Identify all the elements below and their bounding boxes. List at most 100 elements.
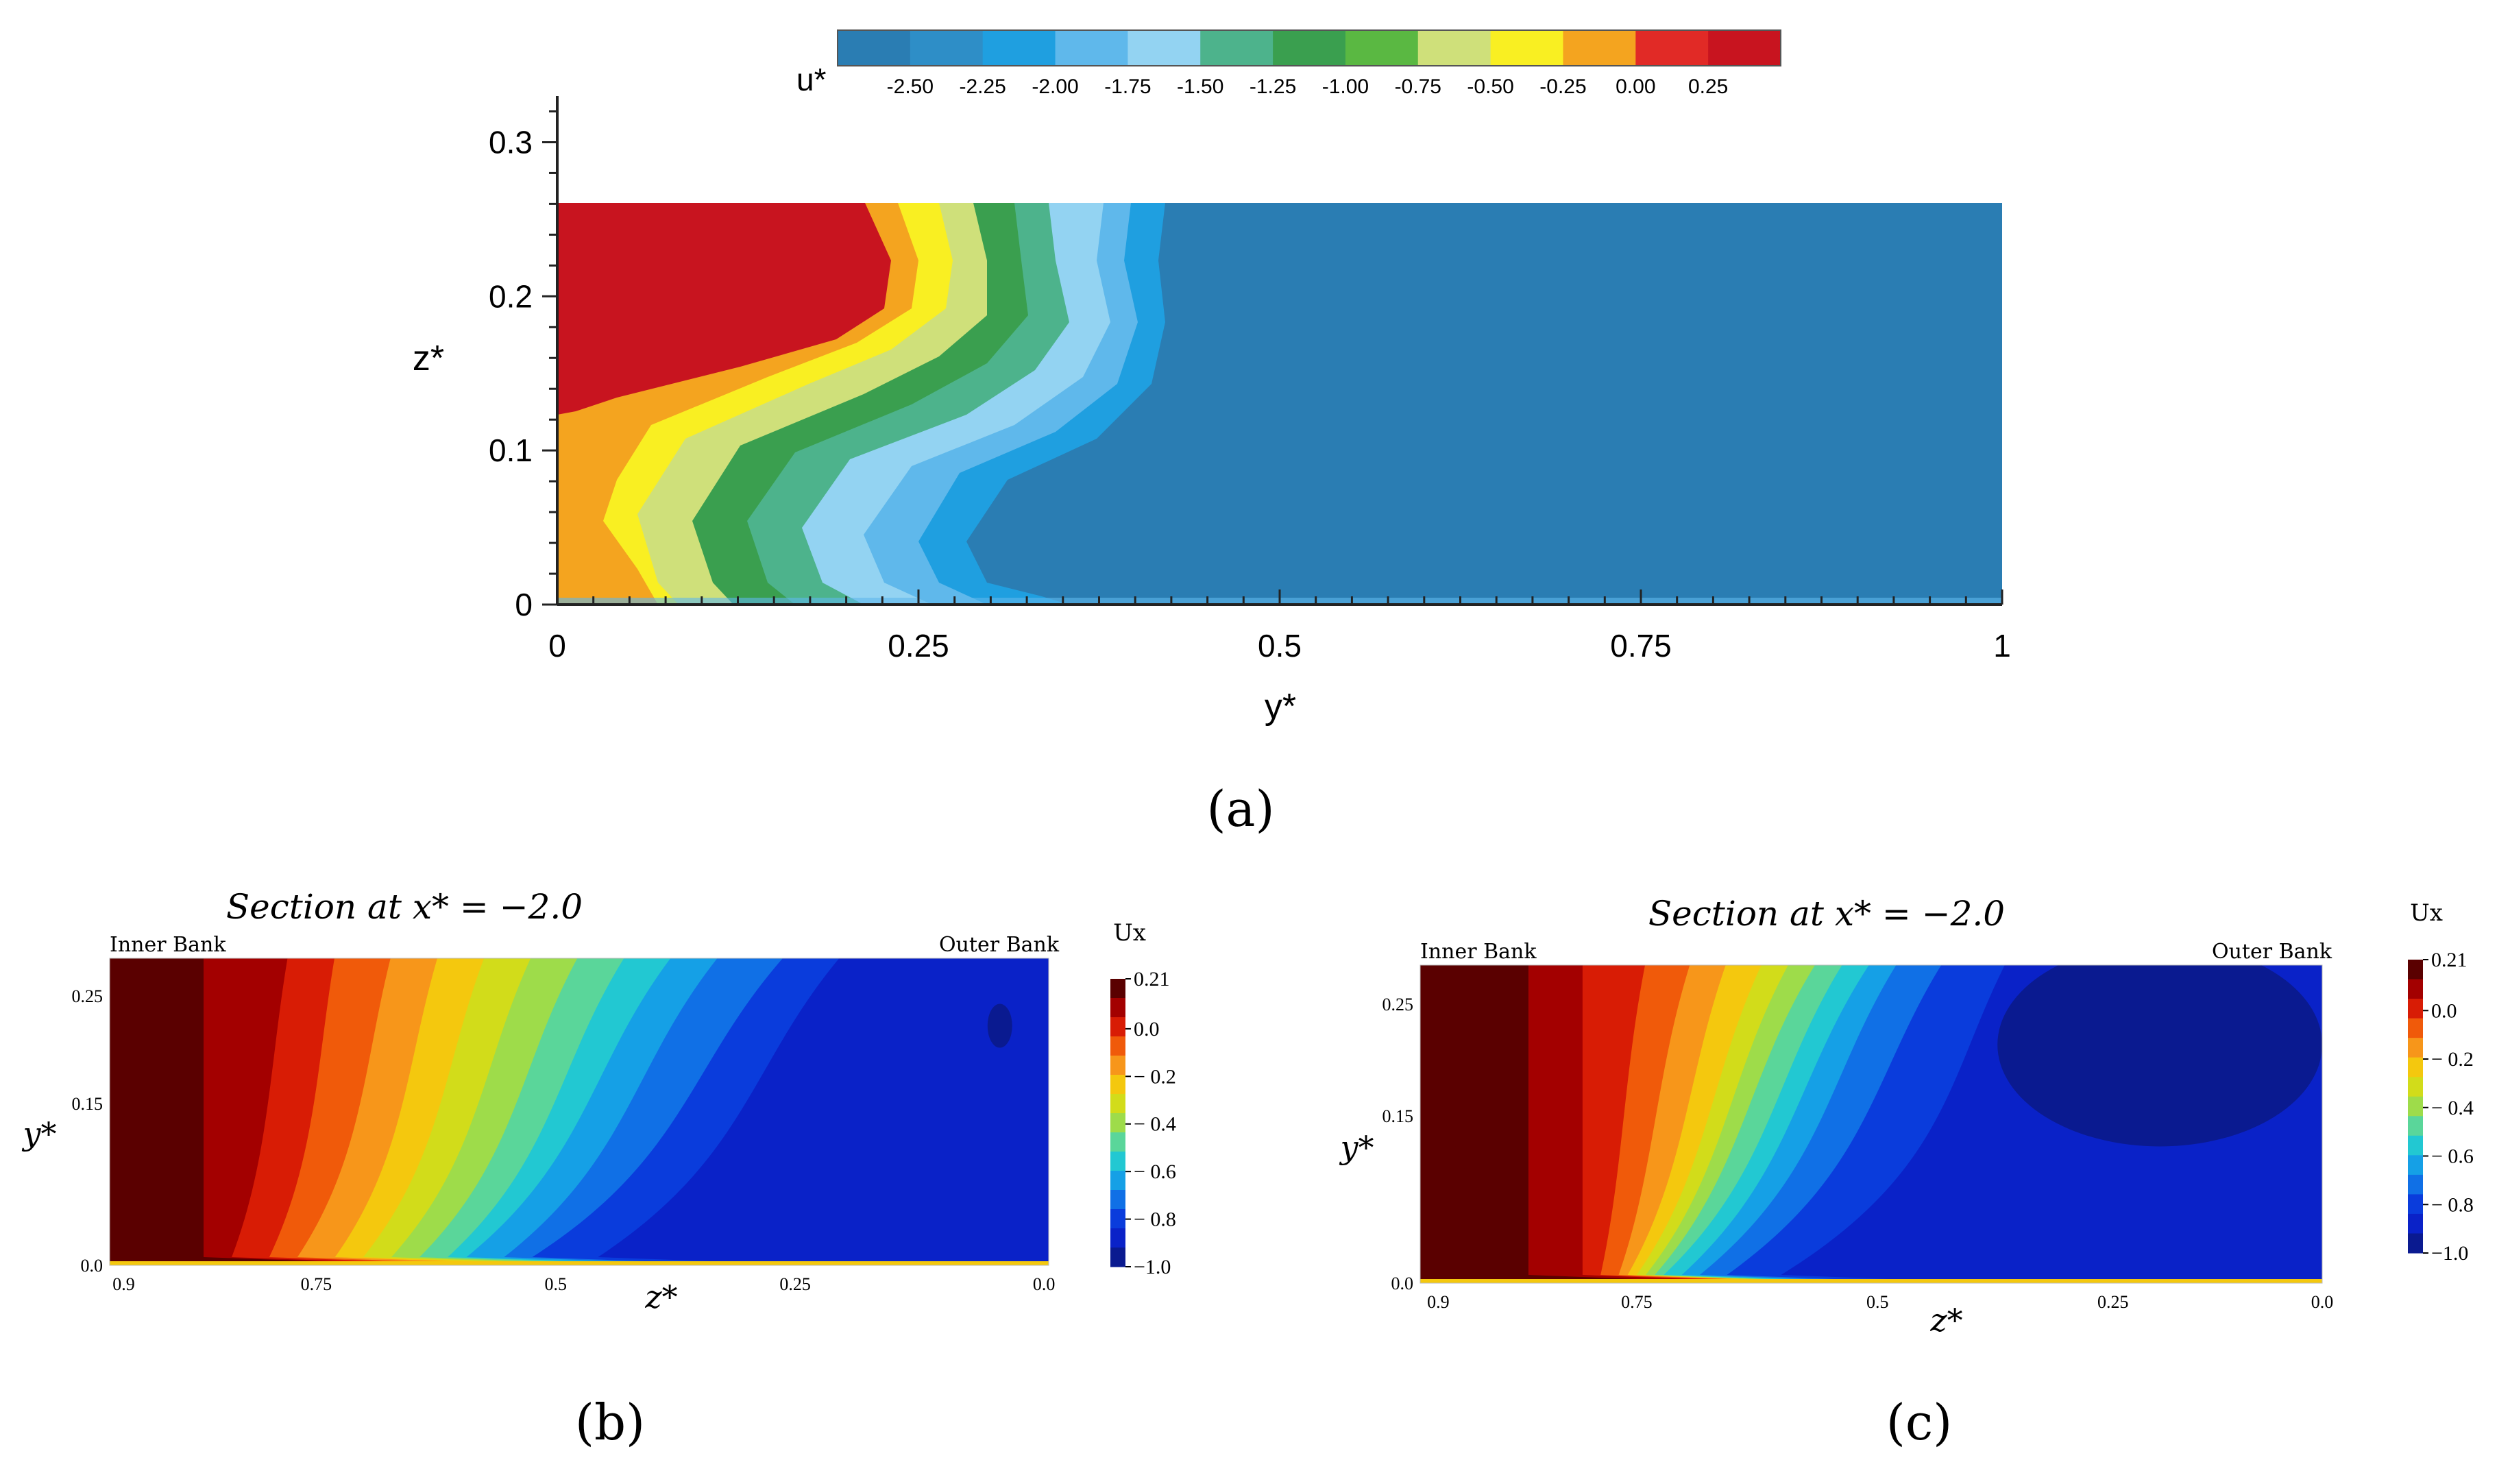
x-tick-label: 0.0 xyxy=(1033,1274,1056,1294)
low-velocity-core xyxy=(987,1003,1012,1048)
x-axis-label-c: z* xyxy=(1929,1302,1962,1339)
x-tick-label: 0.75 xyxy=(1621,1292,1653,1312)
bed-layer xyxy=(110,1261,1049,1265)
y-tick-label: 0.0 xyxy=(1391,1274,1414,1293)
contour-bands xyxy=(110,958,1049,1265)
x-tick-label-a: 0.5 xyxy=(1258,628,1302,664)
plot-frame xyxy=(1420,964,2323,1284)
colorbar-swatch xyxy=(2408,1077,2423,1097)
colorbar-a-frame xyxy=(837,29,1781,66)
band xyxy=(110,958,1030,1265)
colorbar-tick-label: − 0.4 xyxy=(1134,1113,1176,1136)
colorbar-a-swatch xyxy=(982,30,1056,66)
colorbar-a-ticks: -2.50 -2.25 -2.00 -1.75 -1.50 -1.25 -1.00 -0.75… xyxy=(887,75,1729,98)
y-ticks-a: 0 0.1 0.2 0.3 xyxy=(489,110,557,622)
colorbar-swatch xyxy=(1110,1190,1125,1210)
y-tick-label: 0.0 xyxy=(81,1256,103,1276)
x-ticks-c: 0.9 0.75 0.5 0.25 0.0 xyxy=(1427,1292,2333,1312)
colorbar-a-tick-label: -1.50 xyxy=(1177,75,1223,98)
y-tick-label: 0.15 xyxy=(1382,1106,1414,1126)
colorbar-a-swatch xyxy=(1128,30,1201,66)
colorbar-tick-label: 0.21 xyxy=(2431,949,2468,971)
caption-c: (c) xyxy=(1886,1394,1953,1451)
colorbar-a xyxy=(837,29,1781,66)
colorbar-swatch xyxy=(1110,1036,1125,1056)
y-tick-label-a: 0 xyxy=(515,587,533,622)
x-tick-label: 0.25 xyxy=(2097,1292,2129,1312)
colorbar-swatch xyxy=(2408,1018,2423,1038)
colorbar-a-label: u* xyxy=(796,62,827,97)
colorbar-a-tick-label: 0.00 xyxy=(1616,75,1655,98)
outer-bank-label-c: Outer Bank xyxy=(2212,940,2332,964)
title-c: Section at x* = −2.0 xyxy=(1648,894,2005,934)
colorbar-swatch xyxy=(2408,1038,2423,1058)
colorbar-swatch xyxy=(2408,999,2423,1019)
band-level-0.25 xyxy=(557,203,891,415)
colorbar-c xyxy=(2408,960,2423,1254)
colorbar-a-swatch xyxy=(1708,30,1781,66)
colorbar-tick-label: − 0.6 xyxy=(1134,1160,1176,1183)
colorbar-swatch xyxy=(1110,998,1125,1018)
y-tick-label-a: 0.3 xyxy=(489,124,533,160)
inner-bank-label-b: Inner Bank xyxy=(110,933,226,957)
colorbar-tick-label: − 0.2 xyxy=(2431,1048,2474,1071)
colorbar-a-tick-label: -0.75 xyxy=(1395,75,1441,98)
colorbar-swatch xyxy=(2408,960,2423,980)
y-tick-label-a: 0.1 xyxy=(489,433,533,468)
contour-field-b xyxy=(109,958,1049,1266)
colorbar-tick-label: 0.0 xyxy=(2431,999,2457,1022)
colorbar-a-tick-label: -2.50 xyxy=(887,75,934,98)
colorbar-tick-label: 0.0 xyxy=(1134,1018,1160,1041)
x-axis-label-a: y* xyxy=(1265,687,1296,727)
panel-c: Section at x* = −2.0 Inner Bank Outer Ba… xyxy=(1339,894,2474,1451)
colorbar-swatch xyxy=(2408,1233,2423,1254)
colorbar-tick-label: − 0.2 xyxy=(1134,1065,1176,1088)
colorbar-b-ticks: 0.21 0.0 − 0.2 − 0.4 − 0.6 − 0.8 −1.0 xyxy=(1125,968,1176,1278)
colorbar-swatch xyxy=(1110,1228,1125,1248)
plot-frame xyxy=(109,958,1049,1266)
colorbar-a-swatch xyxy=(1345,30,1419,66)
colorbar-swatch xyxy=(1110,1113,1125,1133)
contour-field-a xyxy=(557,203,2002,605)
panel-a: u* -2.50 -2.25 -2.00 -1.75 -1.50 -1.25 -1.00 -0… xyxy=(413,29,2011,838)
colorbar-tick-label: − 0.8 xyxy=(2431,1193,2474,1216)
band xyxy=(1420,965,2304,1283)
x-tick-label: 0.9 xyxy=(1427,1292,1450,1312)
colorbar-a-swatch xyxy=(910,30,984,66)
title-b: Section at x* = −2.0 xyxy=(226,887,583,927)
colorbar-a-tick-label: -1.25 xyxy=(1250,75,1296,98)
y-tick-label: 0.25 xyxy=(72,986,103,1006)
low-velocity-core xyxy=(1997,965,2322,1147)
y-tick-label: 0.25 xyxy=(1382,995,1414,1014)
y-axis-label-c: y* xyxy=(1339,1129,1374,1166)
colorbar-a-tick-label: -0.50 xyxy=(1467,75,1513,98)
inner-bank-label-c: Inner Bank xyxy=(1420,940,1537,964)
high-velocity-core xyxy=(1420,1060,1511,1280)
colorbar-a-swatch xyxy=(838,30,911,66)
x-tick-label: 0.5 xyxy=(545,1274,568,1294)
colorbar-swatch xyxy=(1110,1171,1125,1191)
x-tick-label-a: 1 xyxy=(1993,628,2011,664)
colorbar-tick-label: − 0.8 xyxy=(1134,1208,1176,1231)
x-ticks-b: 0.9 0.75 0.5 0.25 0.0 xyxy=(112,1274,1055,1294)
colorbar-a-tick-label: -2.25 xyxy=(959,75,1006,98)
y-axis-label-a: z* xyxy=(413,339,444,378)
colorbar-swatch xyxy=(1110,1056,1125,1075)
colorbar-a-swatch xyxy=(1055,30,1128,66)
colorbar-a-swatch xyxy=(1490,30,1563,66)
colorbar-swatch xyxy=(2408,1174,2423,1195)
colorbar-a-tick-label: 0.25 xyxy=(1688,75,1728,98)
colorbar-b xyxy=(1110,979,1125,1267)
colorbar-tick-label: 0.21 xyxy=(1134,968,1170,990)
y-tick-label: 0.15 xyxy=(72,1094,103,1114)
y-tick-label-a: 0.2 xyxy=(489,278,533,314)
colorbar-swatch xyxy=(2408,1135,2423,1156)
x-tick-label: 0.5 xyxy=(1866,1292,1889,1312)
x-tick-label: 0.0 xyxy=(2311,1292,2334,1312)
colorbar-swatch xyxy=(2408,1057,2423,1078)
colorbar-tick-label: − 0.4 xyxy=(2431,1097,2474,1119)
colorbar-swatch xyxy=(2408,1096,2423,1117)
colorbar-swatch xyxy=(2408,1213,2423,1234)
contour-bands xyxy=(1420,965,2322,1283)
